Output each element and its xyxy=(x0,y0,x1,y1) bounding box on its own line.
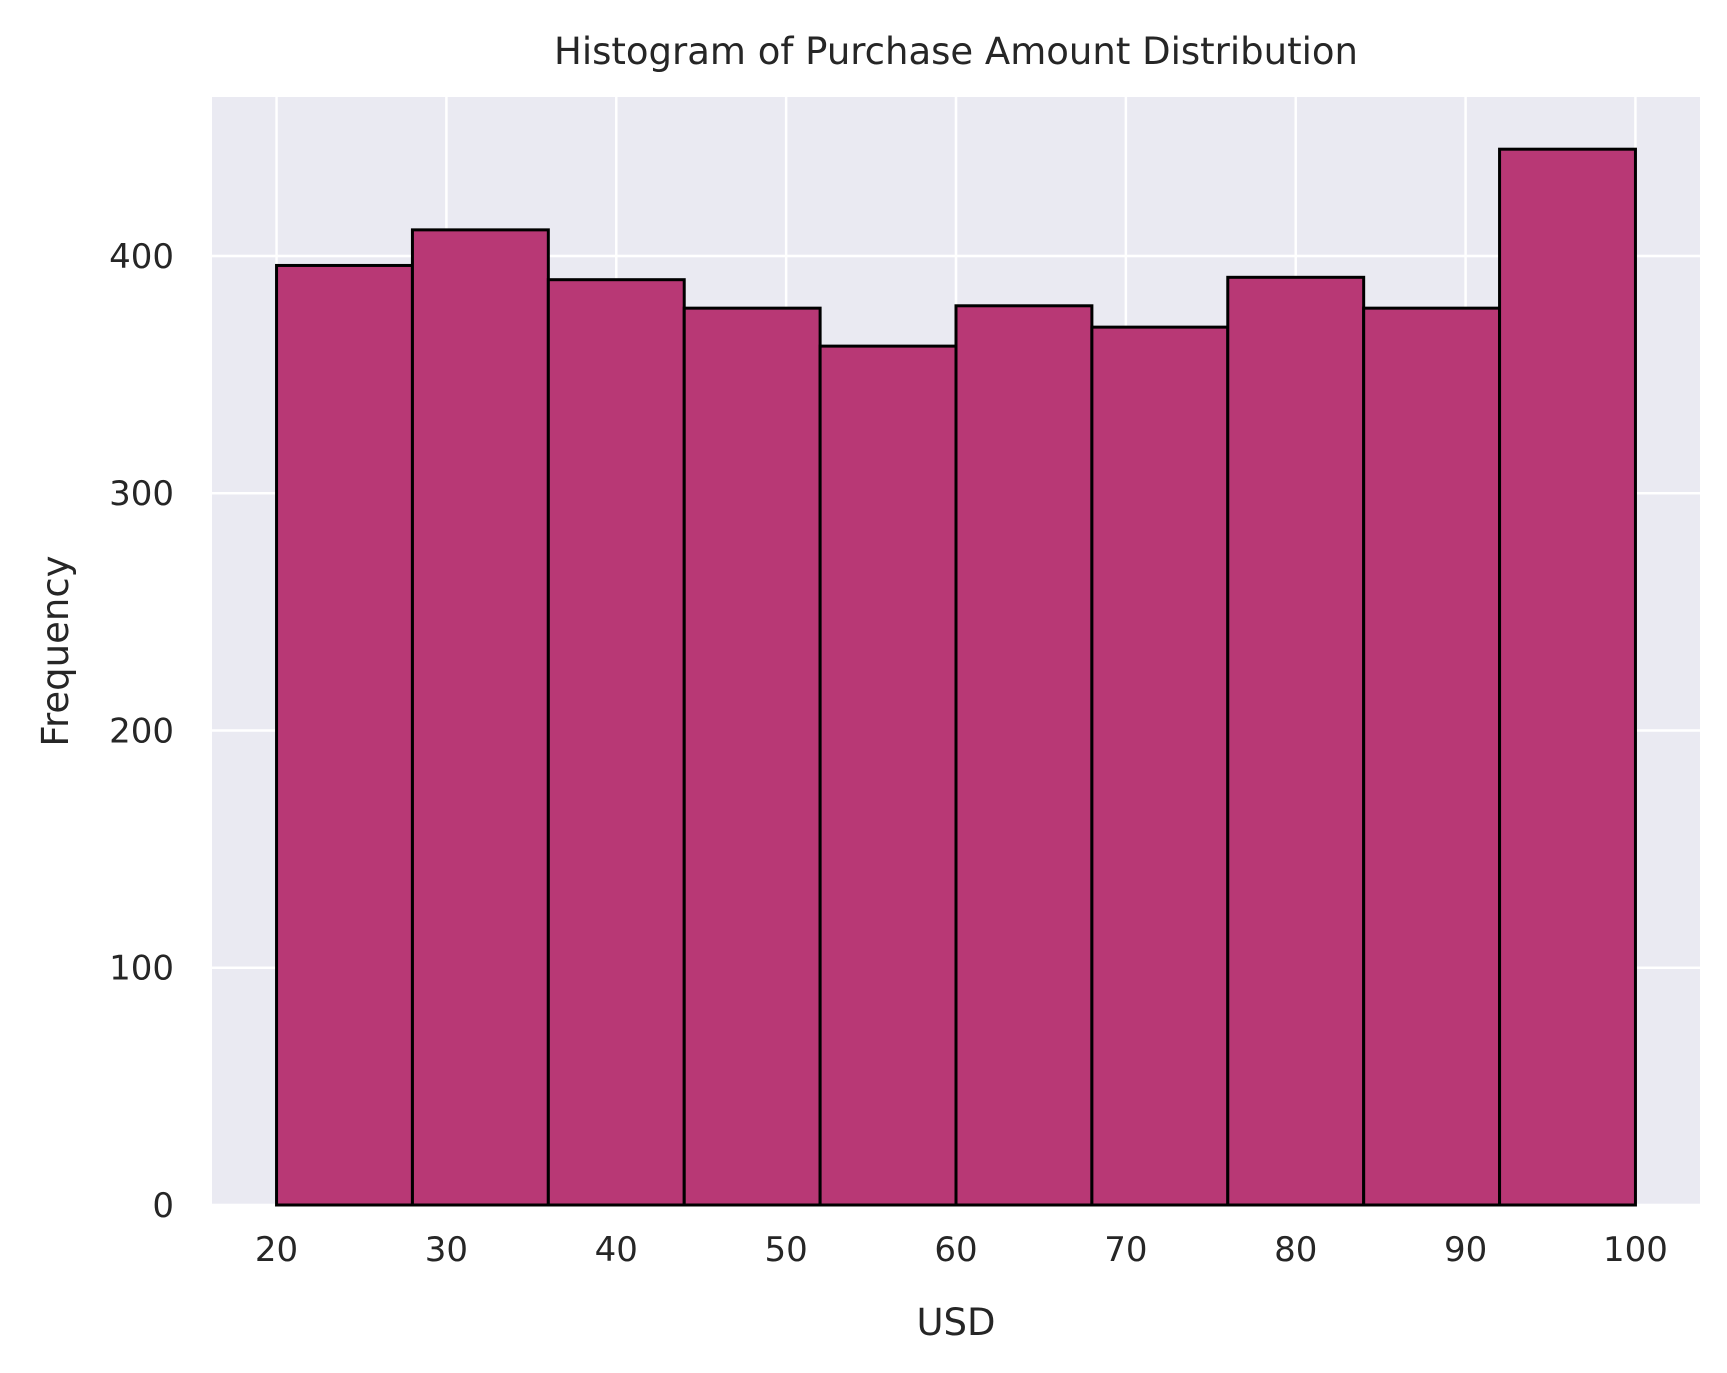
x-tick-label: 90 xyxy=(1444,1230,1487,1270)
x-tick-label: 60 xyxy=(934,1230,977,1270)
x-tick-label: 20 xyxy=(255,1230,298,1270)
y-tick-label: 200 xyxy=(109,711,174,751)
histogram-bar xyxy=(1090,325,1230,1207)
x-axis-label: USD xyxy=(916,1301,995,1344)
y-tick-label: 300 xyxy=(109,474,174,514)
x-tick-label: 30 xyxy=(425,1230,468,1270)
histogram-bar xyxy=(410,228,550,1207)
y-tick-labels: 0 100 200 300 400 xyxy=(109,237,174,1226)
y-axis-label: Frequency xyxy=(34,555,77,746)
chart-title: Histogram of Purchase Amount Distributio… xyxy=(554,30,1358,73)
y-tick-label: 0 xyxy=(152,1186,174,1226)
y-tick-label: 100 xyxy=(109,949,174,989)
histogram-bar xyxy=(1226,275,1366,1207)
x-tick-label: 70 xyxy=(1104,1230,1147,1270)
histogram-bar xyxy=(954,304,1094,1207)
x-tick-label: 40 xyxy=(595,1230,638,1270)
x-tick-label: 50 xyxy=(765,1230,808,1270)
histogram-bar xyxy=(682,306,822,1207)
histogram-bar xyxy=(546,278,686,1207)
x-tick-label: 100 xyxy=(1603,1230,1668,1270)
histogram-bars xyxy=(275,147,1637,1207)
histogram-bar xyxy=(1498,147,1637,1207)
histogram-bar xyxy=(275,263,414,1207)
x-tick-labels: 20 30 40 50 60 70 80 90 100 xyxy=(255,1230,1668,1270)
histogram-bar xyxy=(818,344,958,1207)
x-tick-label: 80 xyxy=(1274,1230,1317,1270)
y-tick-label: 400 xyxy=(109,237,174,277)
histogram-bar xyxy=(1362,306,1502,1207)
